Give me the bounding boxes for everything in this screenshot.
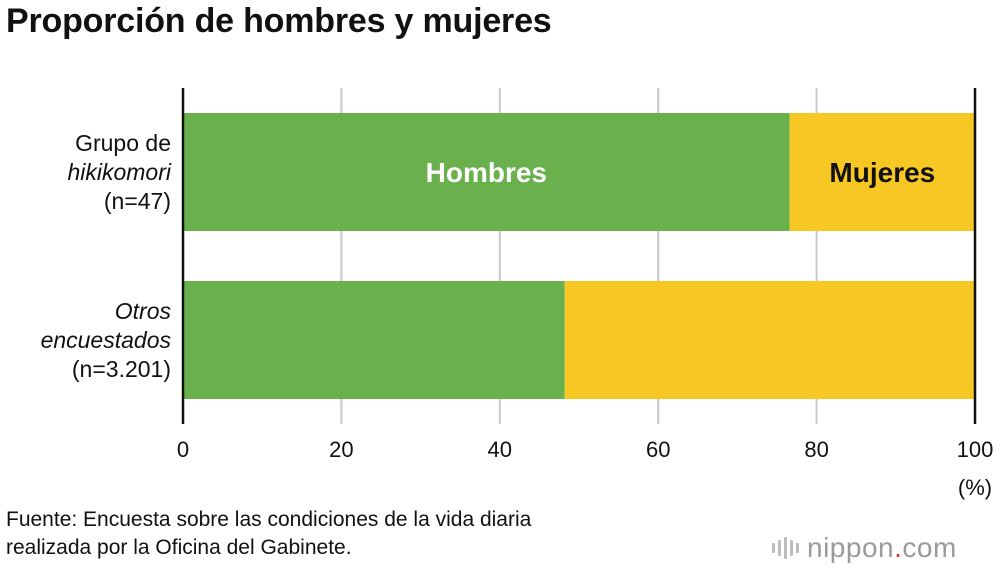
chart-title: Proporción de hombres y mujeres bbox=[6, 2, 552, 40]
logo-dot: . bbox=[894, 532, 903, 563]
category-label-1-line-0: Otros bbox=[115, 298, 172, 324]
x-unit-label: (%) bbox=[958, 475, 992, 500]
logo-suffix: com bbox=[902, 532, 957, 563]
brand-logo: nippon.com bbox=[772, 530, 957, 566]
category-label-1-line-2: (n=3.201) bbox=[72, 356, 171, 382]
x-tick-label-80: 80 bbox=[804, 437, 828, 462]
segment-label-mujeres: Mujeres bbox=[829, 157, 935, 188]
x-tick-label-40: 40 bbox=[488, 437, 512, 462]
category-label-0-line-0: Grupo de bbox=[75, 130, 171, 156]
source-note: Fuente: Encuesta sobre las condiciones d… bbox=[6, 506, 531, 562]
bar-segment-hombres-1 bbox=[183, 281, 565, 399]
bar-segment-mujeres-1 bbox=[564, 281, 975, 399]
category-label-0-line-1: hikikomori bbox=[67, 159, 171, 185]
bar-segment-hombres-0 bbox=[183, 113, 790, 231]
category-label-1-line-1: encuestados bbox=[41, 327, 172, 353]
logo-mark-icon bbox=[772, 537, 799, 559]
source-line-2: realizada por la Oficina del Gabinete. bbox=[6, 536, 352, 559]
bar-segment-mujeres-0 bbox=[789, 113, 975, 231]
x-tick-label-60: 60 bbox=[646, 437, 670, 462]
segment-label-hombres: Hombres bbox=[426, 157, 547, 188]
x-tick-label-100: 100 bbox=[957, 437, 994, 462]
source-line-1: Fuente: Encuesta sobre las condiciones d… bbox=[6, 508, 532, 531]
category-label-0-line-2: (n=47) bbox=[104, 188, 171, 214]
logo-name: nippon bbox=[807, 532, 895, 563]
logo-wordmark: nippon.com bbox=[807, 532, 957, 564]
x-tick-label-20: 20 bbox=[329, 437, 353, 462]
x-tick-label-0: 0 bbox=[177, 437, 189, 462]
